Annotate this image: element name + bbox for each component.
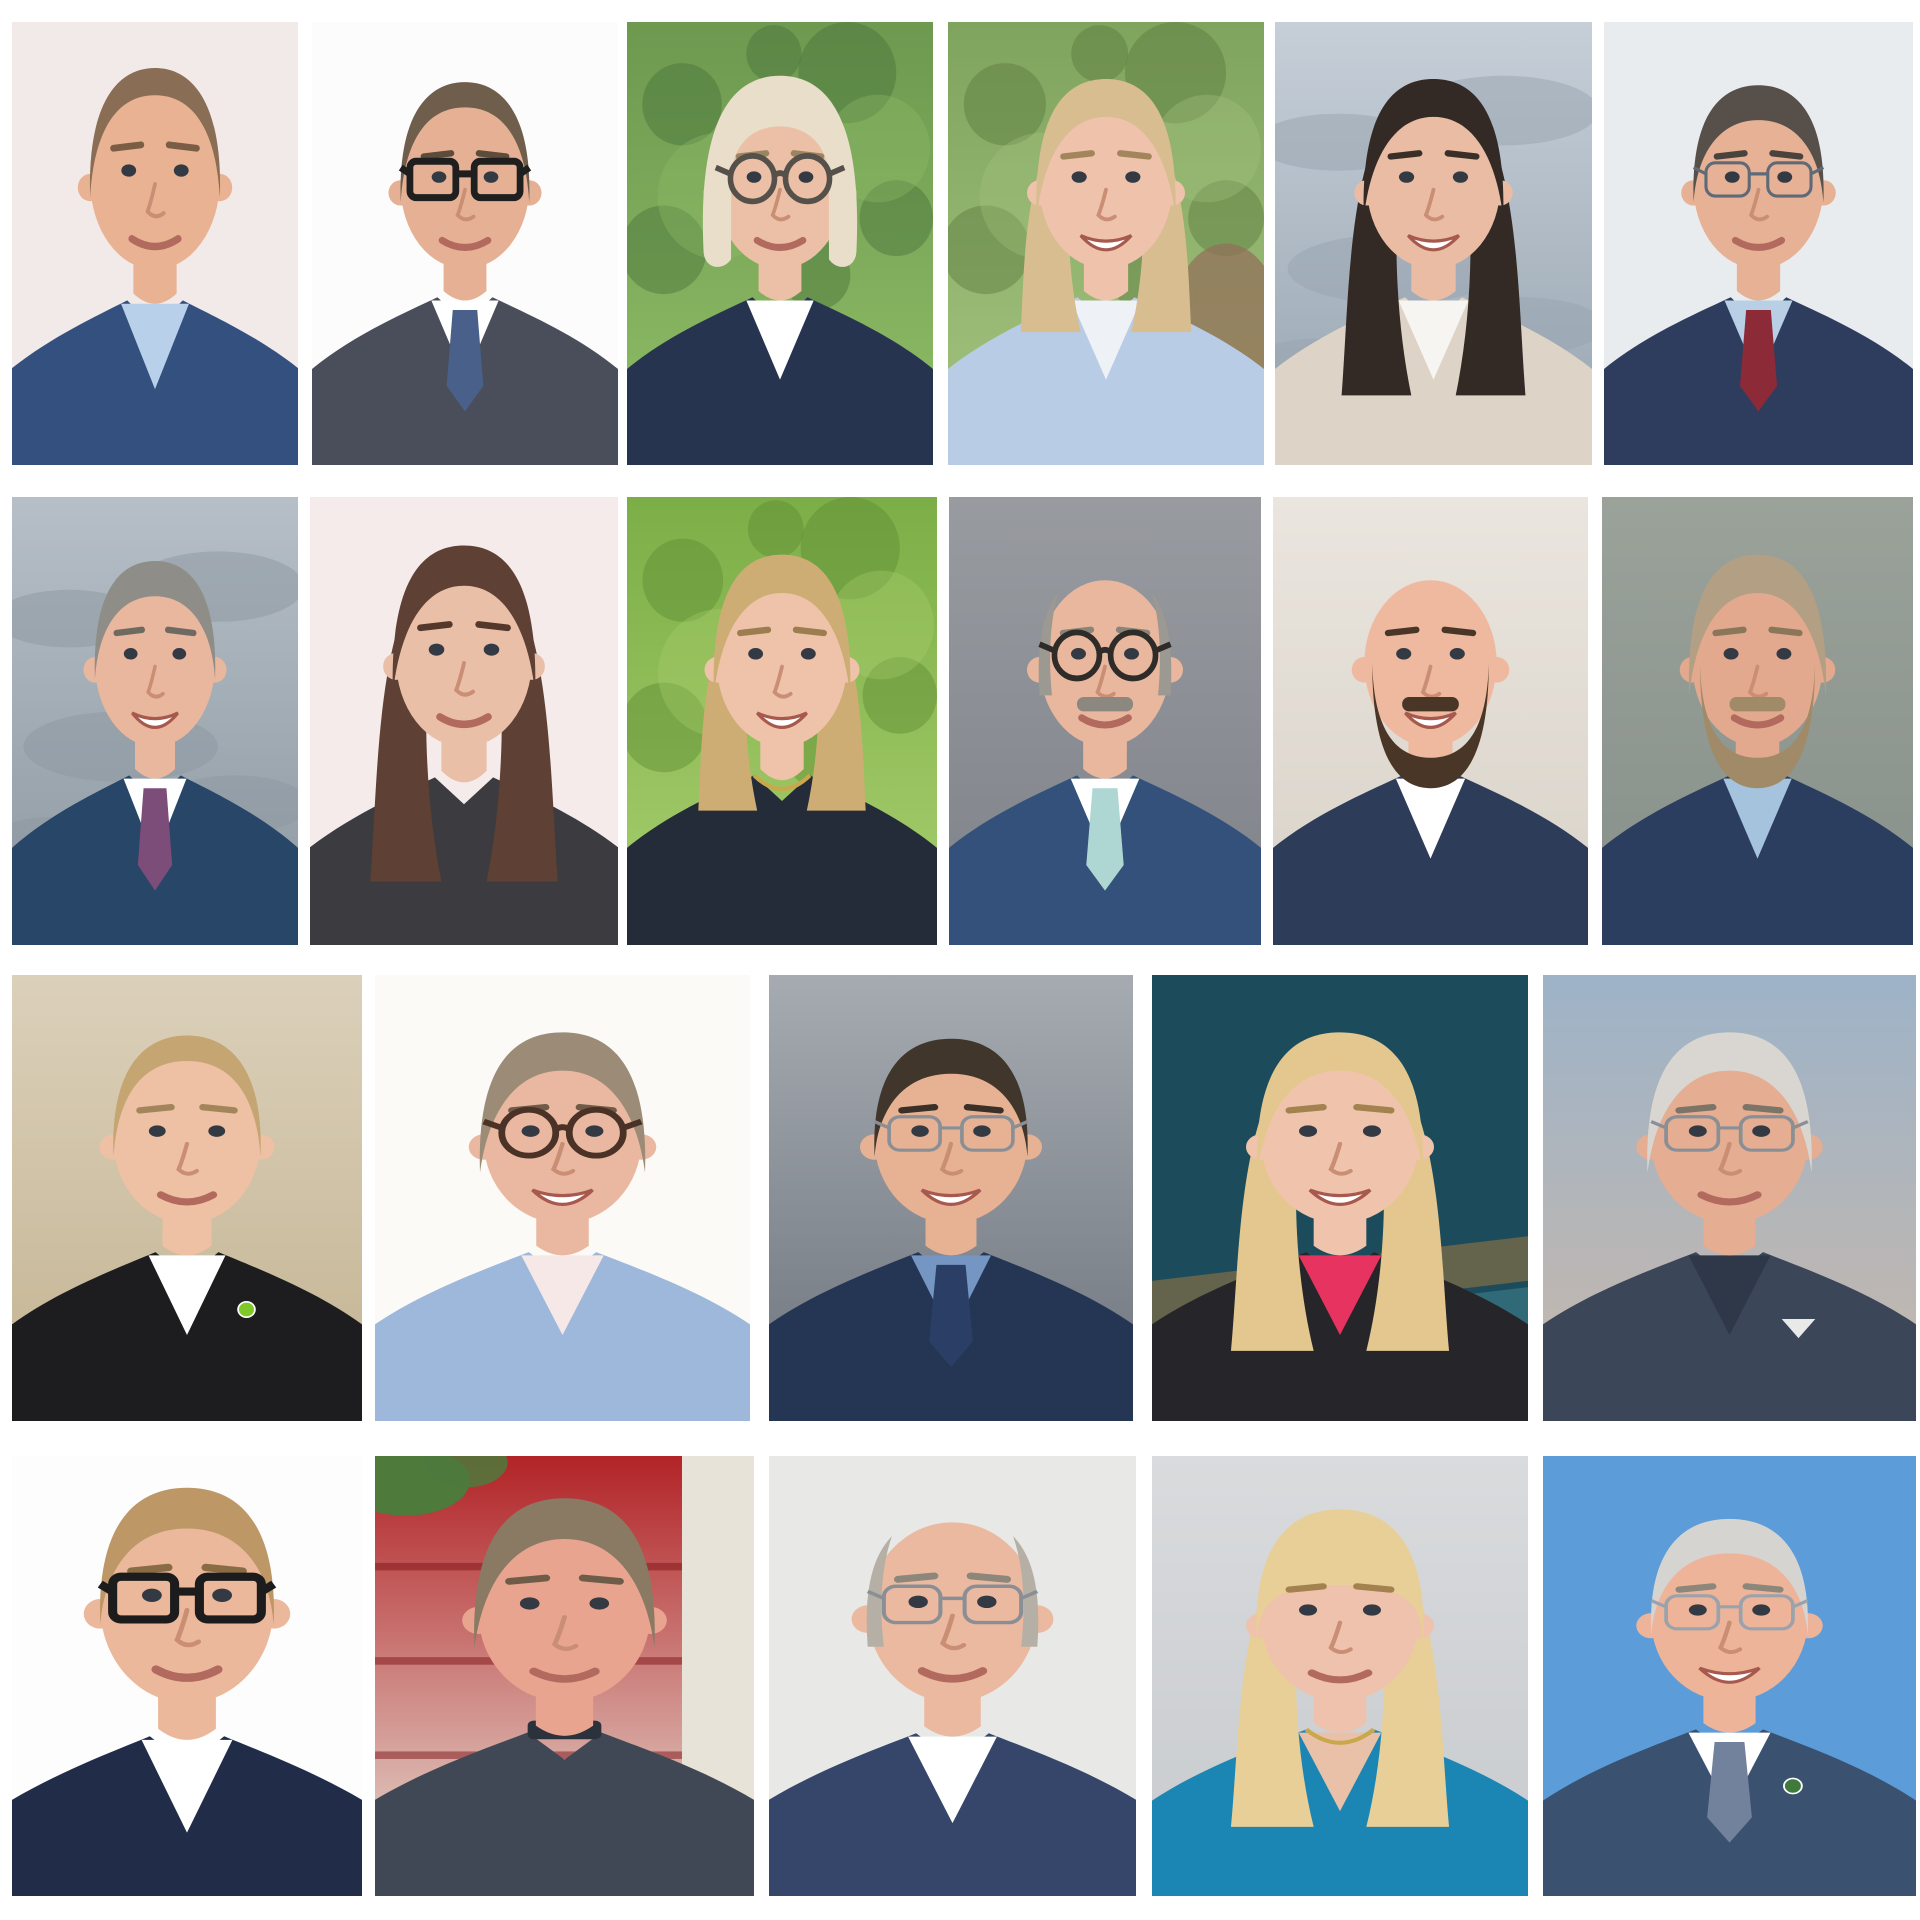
portrait-r1c5 [1275,22,1592,465]
portrait-r4c2 [375,1456,754,1896]
portrait-illustration [1543,975,1916,1421]
portrait-r2c3 [627,497,937,945]
portrait-illustration [948,22,1264,465]
portrait-r2c2 [310,497,618,945]
portrait-r3c2 [375,975,750,1421]
portrait-r4c3 [769,1456,1136,1896]
portrait-r3c4 [1152,975,1528,1421]
portrait-r1c1 [12,22,298,465]
portrait-r1c2 [312,22,618,465]
portrait-illustration [312,22,618,465]
portrait-illustration [1273,497,1588,945]
portrait-illustration [310,497,618,945]
portrait-r3c3 [769,975,1133,1421]
portrait-illustration [627,22,933,465]
portrait-illustration [769,975,1133,1421]
portrait-illustration [12,1456,362,1896]
portrait-r4c5 [1543,1456,1916,1896]
portrait-illustration [12,975,362,1421]
portrait-illustration [1275,22,1592,465]
portrait-illustration [949,497,1261,945]
portrait-illustration [375,1456,754,1896]
portrait-illustration [12,497,298,945]
portrait-r4c4 [1152,1456,1528,1896]
portrait-r1c6 [1604,22,1913,465]
portrait-r2c4 [949,497,1261,945]
portrait-r1c4 [948,22,1264,465]
portrait-r1c3 [627,22,933,465]
portrait-illustration [1543,1456,1916,1896]
portrait-illustration [627,497,937,945]
portrait-illustration [1604,22,1913,465]
portrait-illustration [1152,1456,1528,1896]
portrait-r4c1 [12,1456,362,1896]
portrait-r2c6 [1602,497,1913,945]
portrait-r2c5 [1273,497,1588,945]
portrait-illustration [375,975,750,1421]
portrait-r3c5 [1543,975,1916,1421]
portrait-illustration [1152,975,1528,1421]
portrait-illustration [12,22,298,465]
portrait-r2c1 [12,497,298,945]
portrait-illustration [1602,497,1913,945]
portrait-illustration [769,1456,1136,1896]
portrait-r3c1 [12,975,362,1421]
